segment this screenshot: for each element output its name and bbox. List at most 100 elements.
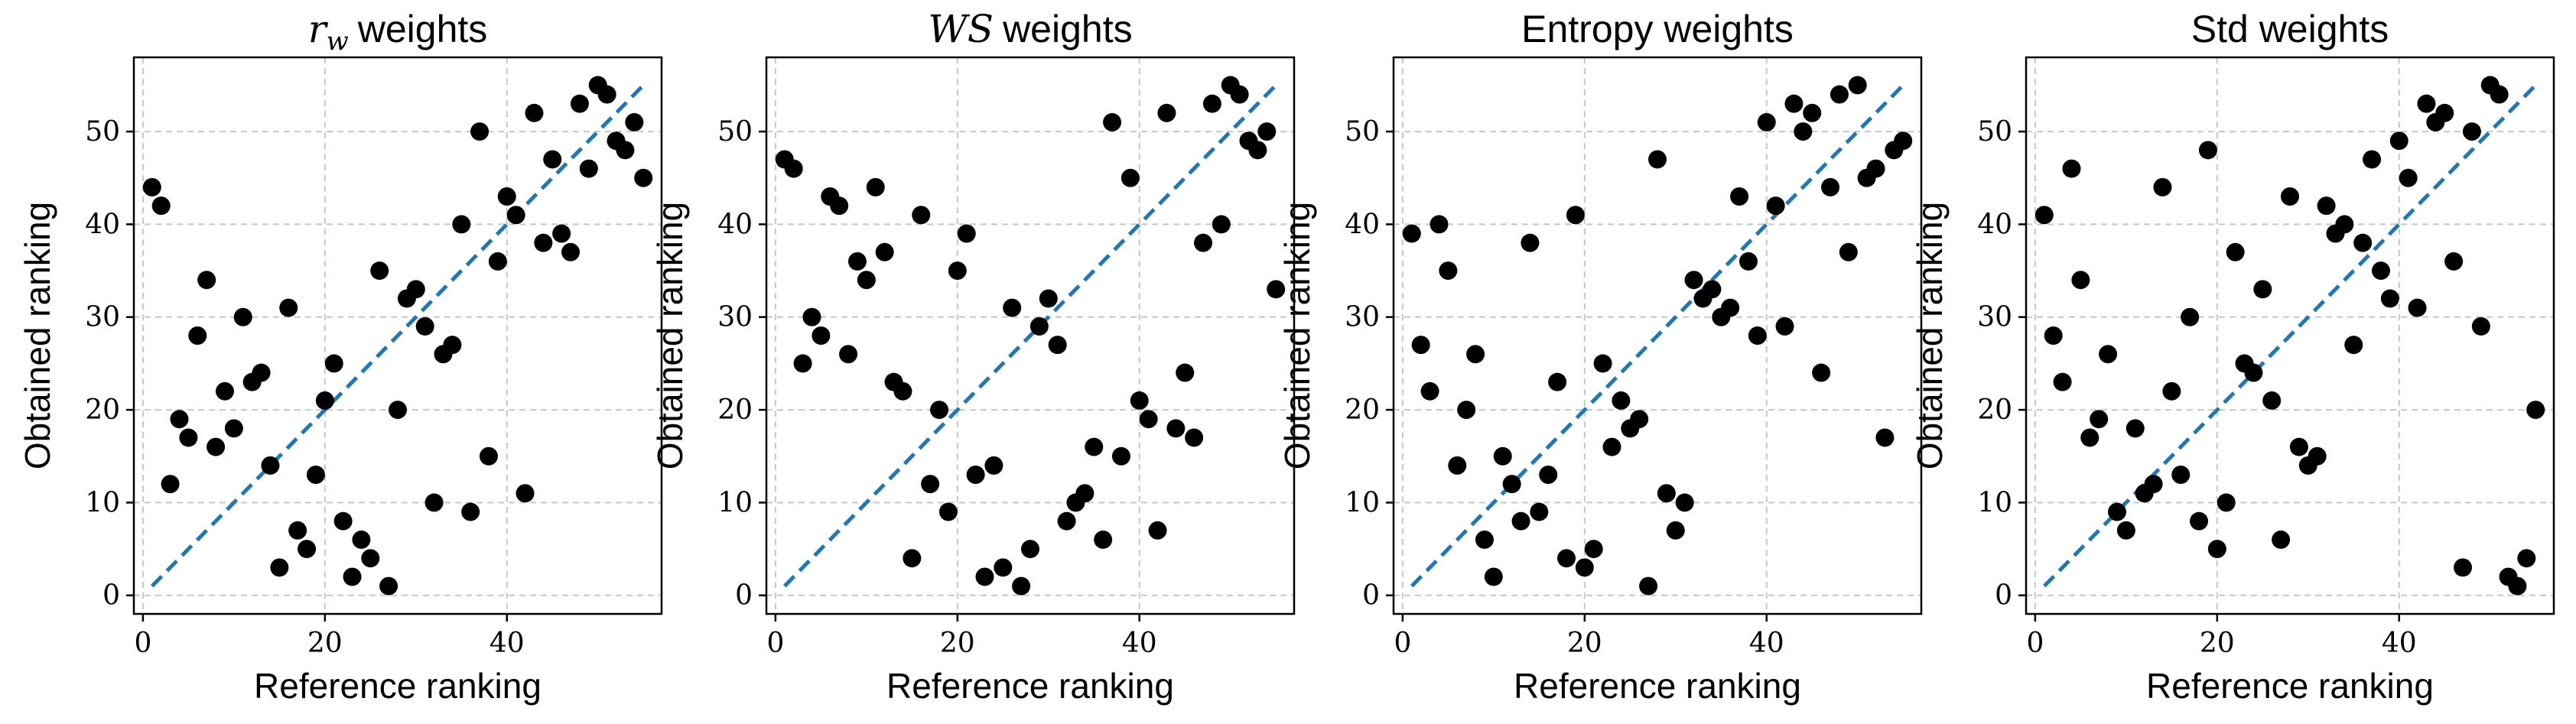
data-point (2207, 540, 2226, 559)
data-point (2253, 280, 2272, 299)
data-point (1648, 150, 1667, 169)
data-point (497, 187, 516, 206)
data-point (1029, 317, 1049, 336)
y-tick-label: 20 (1977, 394, 2012, 426)
data-point (207, 437, 226, 456)
data-point (847, 252, 867, 271)
data-point (930, 401, 949, 420)
data-point (2317, 196, 2336, 216)
x-axis-label: Reference ranking (254, 666, 542, 706)
y-tick-label: 40 (717, 209, 753, 240)
data-point (984, 456, 1003, 475)
data-point (1612, 391, 1631, 410)
data-point (1539, 466, 1558, 484)
chart-title-ws-weights: WS weights (928, 7, 1132, 51)
y-tick-label: 10 (1977, 487, 2012, 518)
data-point (1057, 511, 1076, 531)
data-point (1120, 168, 1140, 187)
y-axis-label: Obtained ranking (650, 202, 690, 469)
data-point (333, 511, 353, 531)
data-point (170, 410, 189, 429)
data-point (1094, 530, 1113, 549)
data-point (1429, 215, 1449, 234)
data-point (151, 196, 171, 216)
data-point (288, 521, 307, 540)
y-tick-label: 50 (1345, 116, 1380, 148)
data-point (1721, 298, 1740, 317)
data-point (1821, 177, 1840, 196)
data-point (525, 103, 544, 122)
plot-frame (1392, 56, 1923, 615)
data-point (270, 558, 289, 577)
data-point (2308, 446, 2327, 466)
data-point (793, 354, 812, 373)
data-point (1866, 159, 1885, 178)
data-point (2198, 141, 2217, 160)
data-point (179, 428, 198, 447)
x-tick-label: 20 (307, 628, 343, 659)
y-tick-label: 20 (717, 394, 753, 426)
y-tick-label: 30 (1977, 302, 2012, 333)
data-point (552, 224, 571, 243)
data-point (2090, 410, 2109, 429)
data-point (1402, 224, 1421, 243)
data-point (2335, 215, 2354, 234)
data-point (443, 336, 462, 355)
data-point (921, 475, 940, 494)
data-point (2508, 576, 2527, 596)
data-point (2408, 298, 2427, 317)
x-tick-label: 40 (490, 628, 525, 659)
data-point (570, 94, 589, 113)
y-tick-label: 50 (717, 116, 753, 148)
data-point (857, 271, 876, 290)
data-point (379, 576, 398, 596)
data-point (1493, 446, 1512, 466)
data-point (352, 530, 371, 549)
data-point (2153, 177, 2172, 196)
data-point (1566, 206, 1585, 225)
data-point (2389, 131, 2408, 151)
data-point (634, 168, 653, 187)
data-point (315, 391, 334, 410)
data-point (1675, 493, 1694, 512)
data-point (1185, 428, 1204, 447)
data-point (188, 326, 207, 345)
data-point (1439, 261, 1458, 281)
data-point (2099, 345, 2118, 364)
data-point (2162, 381, 2181, 401)
y-tick-label: 30 (85, 302, 120, 333)
data-point (1794, 122, 1813, 141)
data-point (1830, 85, 1849, 104)
data-point (1530, 502, 1549, 521)
data-point (2444, 252, 2464, 271)
data-point (2062, 159, 2081, 178)
reference-line (2043, 83, 2537, 588)
data-point (1257, 122, 1277, 141)
data-point (1130, 391, 1149, 410)
data-point (957, 224, 976, 243)
y-tick-label: 50 (85, 116, 120, 148)
data-point (1411, 336, 1430, 355)
y-axis-label: Obtained ranking (1277, 202, 1317, 469)
data-point (361, 549, 380, 568)
x-axis-label: Reference ranking (886, 666, 1174, 706)
y-tick-label: 40 (1977, 209, 2012, 240)
y-tick-label: 40 (1345, 209, 1380, 240)
panel-1: 0 20 40 0 10 20 30 40 50 Reference ranking Obtaine… (18, 7, 663, 706)
y-tick-label: 30 (1345, 302, 1380, 333)
data-point (215, 381, 234, 401)
data-point (279, 298, 298, 317)
x-tick-label: 40 (2382, 628, 2417, 659)
data-point (1448, 456, 1467, 475)
data-point (784, 159, 803, 178)
data-point (1511, 511, 1530, 531)
data-point (1738, 252, 1758, 271)
y-tick-label: 10 (85, 487, 120, 518)
data-point (1748, 326, 1767, 345)
data-point (1803, 103, 1822, 122)
data-point (298, 540, 317, 559)
data-point (2363, 150, 2382, 169)
data-point (2371, 261, 2390, 281)
data-point (839, 345, 858, 364)
data-point (1584, 540, 1603, 559)
